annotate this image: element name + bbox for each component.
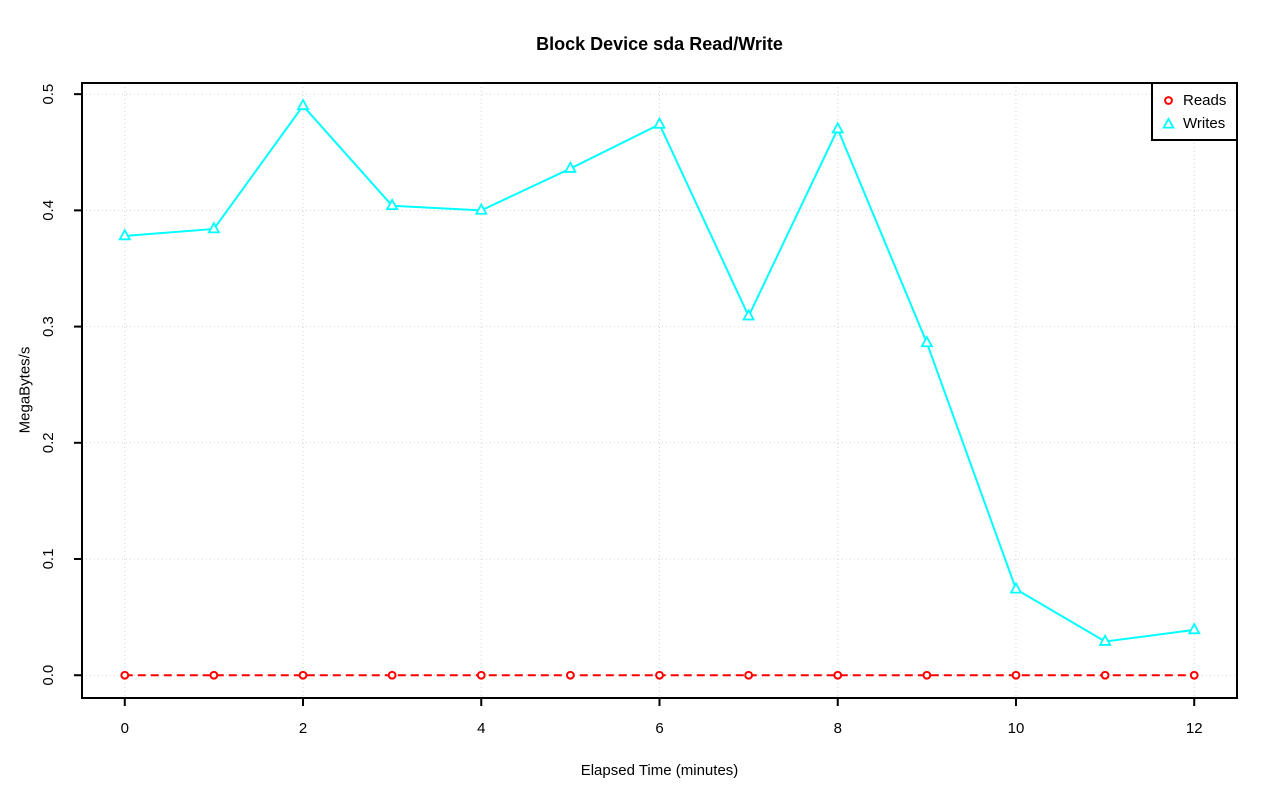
y-tick-label: 0.3 <box>40 316 57 337</box>
legend-item-writes: Writes <box>1162 112 1236 135</box>
y-tick-label: 0.4 <box>40 200 57 221</box>
x-tick-label: 8 <box>834 720 842 737</box>
data-point-marker <box>1100 670 1110 680</box>
legend-label-reads: Reads <box>1183 92 1227 109</box>
legend-label-writes: Writes <box>1183 115 1226 132</box>
data-point-marker <box>120 670 130 680</box>
data-point-marker <box>922 670 932 680</box>
x-tick-label: 0 <box>121 720 129 737</box>
legend: Reads Writes <box>1151 82 1238 141</box>
data-point-marker <box>833 670 843 680</box>
data-point-marker <box>476 670 486 680</box>
x-tick-label: 6 <box>655 720 663 737</box>
series-line-writes <box>124 104 1195 643</box>
data-point-marker <box>655 670 664 680</box>
data-point-marker <box>1011 670 1021 680</box>
data-point-marker <box>207 221 221 234</box>
chart-title: Block Device sda Read/Write <box>536 34 783 54</box>
grid-lines <box>82 83 1237 698</box>
x-tick-label: 12 <box>1186 720 1203 737</box>
y-tick-label: 0.1 <box>40 549 57 570</box>
data-point-marker <box>387 670 397 680</box>
data-point-marker <box>296 98 310 111</box>
data-point-marker <box>831 121 845 134</box>
writes-triangle-icon <box>1162 117 1175 129</box>
data-point-marker <box>1098 633 1112 646</box>
x-axis-ticks: 0 2 4 6 8 10 12 <box>121 698 1203 737</box>
data-point-marker <box>1187 622 1201 635</box>
data-point-marker <box>920 335 934 348</box>
series-markers-writes <box>118 98 1201 646</box>
data-point-marker <box>298 670 308 680</box>
x-tick-label: 2 <box>299 720 307 737</box>
data-point-marker <box>565 670 575 680</box>
data-point-marker <box>563 160 577 173</box>
data-point-marker <box>118 228 132 241</box>
reads-circle-icon <box>1164 96 1173 105</box>
y-axis-label: MegaBytes/s <box>16 346 34 434</box>
data-point-marker <box>474 202 488 215</box>
data-point-marker <box>209 670 219 680</box>
legend-item-reads: Reads <box>1162 89 1236 112</box>
x-tick-label: 10 <box>1008 720 1025 737</box>
y-tick-label: 0.0 <box>40 665 57 686</box>
data-point-marker <box>744 670 754 680</box>
data-point-marker <box>385 198 399 211</box>
x-axis-label: Elapsed Time (minutes) <box>580 762 739 779</box>
y-tick-label: 0.2 <box>40 432 57 453</box>
data-point-marker <box>1009 581 1023 594</box>
y-tick-label: 0.5 <box>40 84 57 105</box>
data-point-marker <box>652 116 667 129</box>
data-point-marker <box>1189 670 1199 680</box>
series-markers-reads <box>120 670 1199 680</box>
x-tick-label: 4 <box>477 720 485 737</box>
y-axis-ticks: 0.0 0.1 0.2 0.3 0.4 0.5 <box>40 84 82 686</box>
data-point-marker <box>742 308 756 321</box>
